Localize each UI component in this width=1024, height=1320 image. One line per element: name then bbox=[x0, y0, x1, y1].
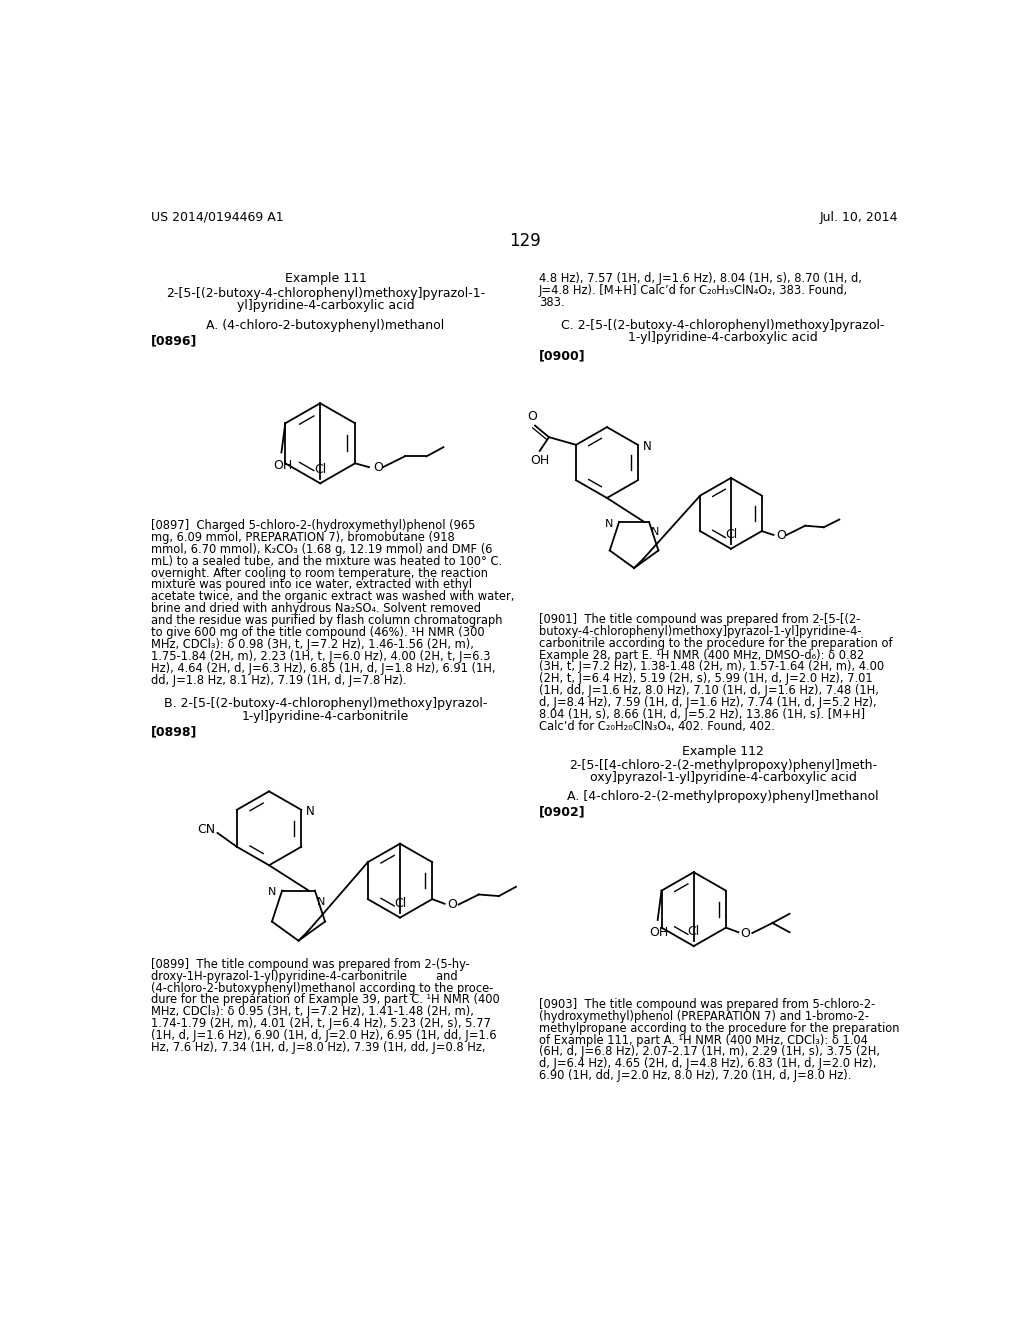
Text: Cl: Cl bbox=[314, 462, 327, 475]
Text: A. [4-chloro-2-(2-methylpropoxy)phenyl]methanol: A. [4-chloro-2-(2-methylpropoxy)phenyl]m… bbox=[567, 789, 879, 803]
Text: overnight. After cooling to room temperature, the reaction: overnight. After cooling to room tempera… bbox=[152, 566, 488, 579]
Text: N: N bbox=[267, 887, 275, 898]
Text: [0901]  The title compound was prepared from 2-[5-[(2-: [0901] The title compound was prepared f… bbox=[539, 612, 860, 626]
Text: OH: OH bbox=[530, 454, 549, 467]
Text: butoxy-4-chlorophenyl)methoxy]pyrazol-1-yl]pyridine-4-: butoxy-4-chlorophenyl)methoxy]pyrazol-1-… bbox=[539, 624, 861, 638]
Text: methylpropane according to the procedure for the preparation: methylpropane according to the procedure… bbox=[539, 1022, 899, 1035]
Text: Cl: Cl bbox=[725, 528, 737, 541]
Text: (3H, t, J=7.2 Hz), 1.38-1.48 (2H, m), 1.57-1.64 (2H, m), 4.00: (3H, t, J=7.2 Hz), 1.38-1.48 (2H, m), 1.… bbox=[539, 660, 884, 673]
Text: Example 111: Example 111 bbox=[285, 272, 367, 285]
Text: brine and dried with anhydrous Na₂SO₄. Solvent removed: brine and dried with anhydrous Na₂SO₄. S… bbox=[152, 602, 481, 615]
Text: carbonitrile according to the procedure for the preparation of: carbonitrile according to the procedure … bbox=[539, 636, 892, 649]
Text: to give 600 mg of the title compound (46%). ¹H NMR (300: to give 600 mg of the title compound (46… bbox=[152, 626, 485, 639]
Text: Hz, 7.6 Hz), 7.34 (1H, d, J=8.0 Hz), 7.39 (1H, dd, J=0.8 Hz,: Hz, 7.6 Hz), 7.34 (1H, d, J=8.0 Hz), 7.3… bbox=[152, 1041, 485, 1055]
Text: N: N bbox=[650, 527, 659, 537]
Text: yl]pyridine-4-carboxylic acid: yl]pyridine-4-carboxylic acid bbox=[237, 300, 415, 313]
Text: 129: 129 bbox=[509, 231, 541, 249]
Text: dd, J=1.8 Hz, 8.1 Hz), 7.19 (1H, d, J=7.8 Hz).: dd, J=1.8 Hz, 8.1 Hz), 7.19 (1H, d, J=7.… bbox=[152, 675, 407, 686]
Text: mg, 6.09 mmol, PREPARATION 7), bromobutane (918: mg, 6.09 mmol, PREPARATION 7), bromobuta… bbox=[152, 531, 455, 544]
Text: OH: OH bbox=[273, 459, 293, 471]
Text: (6H, d, J=6.8 Hz), 2.07-2.17 (1H, m), 2.29 (1H, s), 3.75 (2H,: (6H, d, J=6.8 Hz), 2.07-2.17 (1H, m), 2.… bbox=[539, 1045, 880, 1059]
Text: 383.: 383. bbox=[539, 296, 564, 309]
Text: (4-chloro-2-butoxyphenyl)methanol according to the proce-: (4-chloro-2-butoxyphenyl)methanol accord… bbox=[152, 982, 494, 994]
Text: [0900]: [0900] bbox=[539, 350, 586, 363]
Text: 4.8 Hz), 7.57 (1H, d, J=1.6 Hz), 8.04 (1H, s), 8.70 (1H, d,: 4.8 Hz), 7.57 (1H, d, J=1.6 Hz), 8.04 (1… bbox=[539, 272, 861, 285]
Text: d, J=6.4 Hz), 4.65 (2H, d, J=4.8 Hz), 6.83 (1H, d, J=2.0 Hz),: d, J=6.4 Hz), 4.65 (2H, d, J=4.8 Hz), 6.… bbox=[539, 1057, 877, 1071]
Text: Example 112: Example 112 bbox=[682, 744, 764, 758]
Text: (hydroxymethyl)phenol (PREPARATION 7) and 1-bromo-2-: (hydroxymethyl)phenol (PREPARATION 7) an… bbox=[539, 1010, 868, 1023]
Text: 2-[5-[[4-chloro-2-(2-methylpropoxy)phenyl]meth-: 2-[5-[[4-chloro-2-(2-methylpropoxy)pheny… bbox=[569, 759, 878, 772]
Text: O: O bbox=[373, 461, 383, 474]
Text: A. (4-chloro-2-butoxyphenyl)methanol: A. (4-chloro-2-butoxyphenyl)methanol bbox=[207, 318, 444, 331]
Text: CN: CN bbox=[197, 824, 215, 837]
Text: acetate twice, and the organic extract was washed with water,: acetate twice, and the organic extract w… bbox=[152, 590, 515, 603]
Text: droxy-1H-pyrazol-1-yl)pyridine-4-carbonitrile        and: droxy-1H-pyrazol-1-yl)pyridine-4-carboni… bbox=[152, 970, 458, 982]
Text: O: O bbox=[446, 898, 457, 911]
Text: (2H, t, J=6.4 Hz), 5.19 (2H, s), 5.99 (1H, d, J=2.0 Hz), 7.01: (2H, t, J=6.4 Hz), 5.19 (2H, s), 5.99 (1… bbox=[539, 672, 872, 685]
Text: of Example 111, part A. ¹H NMR (400 MHz, CDCl₃): δ 1.04: of Example 111, part A. ¹H NMR (400 MHz,… bbox=[539, 1034, 867, 1047]
Text: C. 2-[5-[(2-butoxy-4-chlorophenyl)methoxy]pyrazol-: C. 2-[5-[(2-butoxy-4-chlorophenyl)methox… bbox=[561, 318, 885, 331]
Text: 1-yl]pyridine-4-carbonitrile: 1-yl]pyridine-4-carbonitrile bbox=[242, 710, 410, 723]
Text: 2-[5-[(2-butoxy-4-chlorophenyl)methoxy]pyrazol-1-: 2-[5-[(2-butoxy-4-chlorophenyl)methoxy]p… bbox=[166, 286, 485, 300]
Text: [0899]  The title compound was prepared from 2-(5-hy-: [0899] The title compound was prepared f… bbox=[152, 958, 470, 970]
Text: d, J=8.4 Hz), 7.59 (1H, d, J=1.6 Hz), 7.74 (1H, d, J=5.2 Hz),: d, J=8.4 Hz), 7.59 (1H, d, J=1.6 Hz), 7.… bbox=[539, 696, 877, 709]
Text: mixture was poured into ice water, extracted with ethyl: mixture was poured into ice water, extra… bbox=[152, 578, 472, 591]
Text: mL) to a sealed tube, and the mixture was heated to 100° C.: mL) to a sealed tube, and the mixture wa… bbox=[152, 554, 503, 568]
Text: Cl: Cl bbox=[394, 896, 407, 909]
Text: 6.90 (1H, dd, J=2.0 Hz, 8.0 Hz), 7.20 (1H, d, J=8.0 Hz).: 6.90 (1H, dd, J=2.0 Hz, 8.0 Hz), 7.20 (1… bbox=[539, 1069, 851, 1082]
Text: (1H, d, J=1.6 Hz), 6.90 (1H, d, J=2.0 Hz), 6.95 (1H, dd, J=1.6: (1H, d, J=1.6 Hz), 6.90 (1H, d, J=2.0 Hz… bbox=[152, 1030, 497, 1043]
Text: N: N bbox=[642, 440, 651, 453]
Text: B. 2-[5-[(2-butoxy-4-chlorophenyl)methoxy]pyrazol-: B. 2-[5-[(2-butoxy-4-chlorophenyl)methox… bbox=[164, 697, 487, 710]
Text: Cl: Cl bbox=[688, 925, 699, 939]
Text: J=4.8 Hz). [M+H] Calc’d for C₂₀H₁₉ClN₄O₂, 383. Found,: J=4.8 Hz). [M+H] Calc’d for C₂₀H₁₉ClN₄O₂… bbox=[539, 284, 848, 297]
Text: mmol, 6.70 mmol), K₂CO₃ (1.68 g, 12.19 mmol) and DMF (6: mmol, 6.70 mmol), K₂CO₃ (1.68 g, 12.19 m… bbox=[152, 543, 493, 556]
Text: N: N bbox=[306, 805, 314, 818]
Text: 1.75-1.84 (2H, m), 2.23 (1H, t, J=6.0 Hz), 4.00 (2H, t, J=6.3: 1.75-1.84 (2H, m), 2.23 (1H, t, J=6.0 Hz… bbox=[152, 649, 490, 663]
Text: and the residue was purified by flash column chromatograph: and the residue was purified by flash co… bbox=[152, 614, 503, 627]
Text: [0897]  Charged 5-chloro-2-(hydroxymethyl)phenol (965: [0897] Charged 5-chloro-2-(hydroxymethyl… bbox=[152, 519, 476, 532]
Text: [0902]: [0902] bbox=[539, 805, 586, 818]
Text: oxy]pyrazol-1-yl]pyridine-4-carboxylic acid: oxy]pyrazol-1-yl]pyridine-4-carboxylic a… bbox=[590, 771, 857, 784]
Text: [0903]  The title compound was prepared from 5-chloro-2-: [0903] The title compound was prepared f… bbox=[539, 998, 874, 1011]
Text: Calc’d for C₂₀H₂₀ClN₃O₄, 402. Found, 402.: Calc’d for C₂₀H₂₀ClN₃O₄, 402. Found, 402… bbox=[539, 721, 775, 733]
Text: 1.74-1.79 (2H, m), 4.01 (2H, t, J=6.4 Hz), 5.23 (2H, s), 5.77: 1.74-1.79 (2H, m), 4.01 (2H, t, J=6.4 Hz… bbox=[152, 1018, 492, 1031]
Text: 8.04 (1H, s), 8.66 (1H, d, J=5.2 Hz), 13.86 (1H, s). [M+H]: 8.04 (1H, s), 8.66 (1H, d, J=5.2 Hz), 13… bbox=[539, 708, 865, 721]
Text: US 2014/0194469 A1: US 2014/0194469 A1 bbox=[152, 211, 284, 224]
Text: O: O bbox=[776, 529, 785, 543]
Text: Example 28, part E. ¹H NMR (400 MHz, DMSO-d₆): δ 0.82: Example 28, part E. ¹H NMR (400 MHz, DMS… bbox=[539, 648, 864, 661]
Text: MHz, CDCl₃): δ 0.95 (3H, t, J=7.2 Hz), 1.41-1.48 (2H, m),: MHz, CDCl₃): δ 0.95 (3H, t, J=7.2 Hz), 1… bbox=[152, 1006, 474, 1019]
Text: (1H, dd, J=1.6 Hz, 8.0 Hz), 7.10 (1H, d, J=1.6 Hz), 7.48 (1H,: (1H, dd, J=1.6 Hz, 8.0 Hz), 7.10 (1H, d,… bbox=[539, 684, 879, 697]
Text: [0898]: [0898] bbox=[152, 725, 198, 738]
Text: N: N bbox=[316, 896, 325, 907]
Text: [0896]: [0896] bbox=[152, 334, 198, 347]
Text: Jul. 10, 2014: Jul. 10, 2014 bbox=[820, 211, 898, 224]
Text: O: O bbox=[527, 409, 537, 422]
Text: 1-yl]pyridine-4-carboxylic acid: 1-yl]pyridine-4-carboxylic acid bbox=[629, 331, 818, 345]
Text: O: O bbox=[740, 927, 751, 940]
Text: N: N bbox=[604, 519, 612, 528]
Text: OH: OH bbox=[649, 927, 669, 939]
Text: MHz, CDCl₃): δ 0.98 (3H, t, J=7.2 Hz), 1.46-1.56 (2H, m),: MHz, CDCl₃): δ 0.98 (3H, t, J=7.2 Hz), 1… bbox=[152, 638, 474, 651]
Text: Hz), 4.64 (2H, d, J=6.3 Hz), 6.85 (1H, d, J=1.8 Hz), 6.91 (1H,: Hz), 4.64 (2H, d, J=6.3 Hz), 6.85 (1H, d… bbox=[152, 663, 496, 675]
Text: dure for the preparation of Example 39, part C. ¹H NMR (400: dure for the preparation of Example 39, … bbox=[152, 994, 500, 1006]
